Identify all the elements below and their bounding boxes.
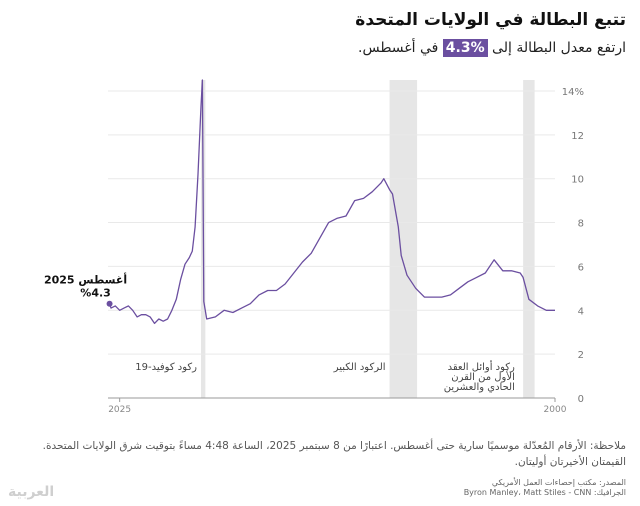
annotation-label: الأول من القرن: [451, 370, 515, 383]
y-tick-label: 0: [578, 394, 584, 405]
y-tick-label: 10: [571, 175, 584, 186]
chart-subtitle: ارتفع معدل البطالة إلى %4.3 في أغسطس.: [358, 39, 626, 57]
subtitle-highlight-value: %4.3: [442, 39, 488, 57]
gridlines: 0 2 4 6 8 10 12 14%: [108, 87, 584, 405]
y-tick-label: 4: [578, 306, 584, 317]
note-line-1: ملاحظة: الأرقام المُعدّلة موسميًا سارية …: [42, 440, 626, 452]
chart-title: تتبع البطالة في الولايات المتحدة: [355, 10, 626, 30]
recession-bands: [200, 80, 535, 398]
current-value-marker: [106, 300, 113, 307]
unemployment-chart: 0 2 4 6 8 10 12 14% 2025 2000 أغسطس 2025 %4.3 ال…: [44, 79, 584, 415]
y-tick-label: 12: [571, 131, 584, 142]
x-axis-ticks: 2025 2000: [108, 398, 567, 415]
chart-note: ملاحظة: الأرقام المُعدّلة موسميًا سارية …: [14, 438, 626, 470]
chart-source: المصدر: مكتب إحصاءات العمل الأمريكي الجرا…: [464, 478, 626, 498]
y-tick-label: 2: [578, 350, 584, 361]
y-tick-label: 14%: [562, 87, 584, 98]
credit-line: الجرافيك: Byron Manley، Matt Stiles - CN…: [463, 488, 626, 497]
note-line-2: القيمتان الأخيرتان أوليتان.: [514, 456, 626, 468]
x-tick-label: 2000: [544, 405, 567, 415]
current-value-label: %4.3: [80, 287, 111, 300]
annotation-label: ركود أوائل العقد: [448, 360, 515, 373]
recession-band: [523, 80, 535, 398]
recession-labels: الركود الكبير ركود كوفيد-19 ركود أوائل الع…: [135, 360, 515, 393]
recession-band: [389, 80, 418, 398]
current-date-label: أغسطس 2025: [44, 273, 127, 287]
x-tick-label: 2025: [108, 405, 131, 415]
recession-label: ركود كوفيد-19: [135, 362, 197, 373]
recession-label: الركود الكبير: [333, 362, 386, 373]
source-line-1: المصدر: مكتب إحصاءات العمل الأمريكي: [491, 478, 626, 487]
alarabiya-logo: العربية: [8, 484, 55, 500]
subtitle-prefix: ارتفع معدل البطالة إلى: [487, 40, 626, 56]
subtitle-suffix: في أغسطس.: [358, 40, 443, 56]
unemployment-rate-line: [108, 79, 555, 325]
annotation-label: الحادي والعشرين: [444, 382, 515, 393]
y-tick-label: 8: [578, 219, 584, 230]
y-tick-label: 6: [578, 262, 584, 273]
